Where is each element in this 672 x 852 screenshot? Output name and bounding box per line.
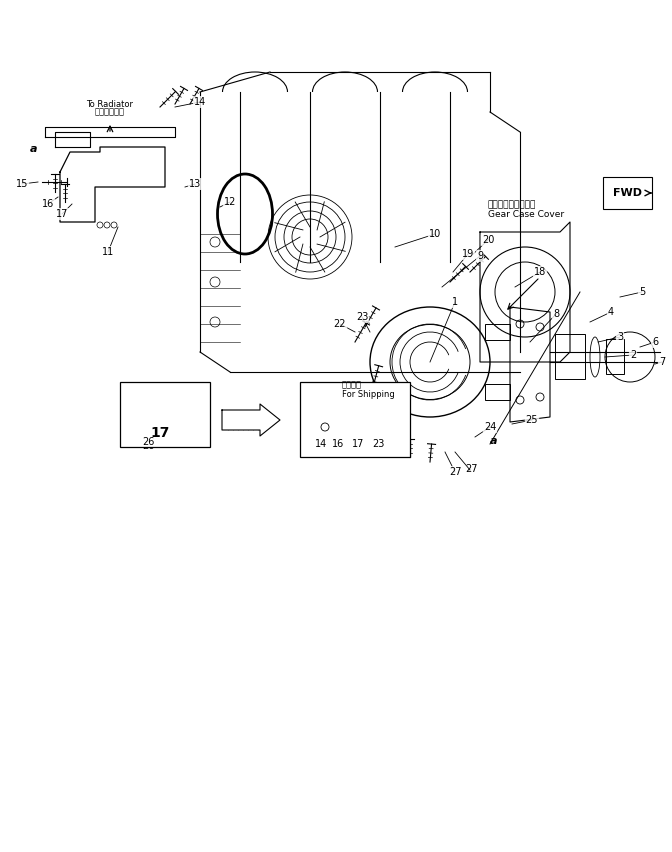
Text: 12: 12	[224, 197, 236, 207]
Text: 17: 17	[56, 209, 68, 219]
Text: 5: 5	[639, 287, 645, 297]
Text: 19: 19	[462, 249, 474, 259]
Text: 6: 6	[652, 337, 658, 347]
Text: a: a	[490, 436, 497, 446]
Text: 27: 27	[466, 464, 478, 474]
Polygon shape	[60, 147, 165, 222]
Text: ラジエータへ: ラジエータへ	[95, 107, 125, 116]
Text: To Radiator: To Radiator	[87, 100, 134, 109]
Text: 20: 20	[482, 235, 494, 245]
Text: 14: 14	[315, 439, 327, 449]
Text: 15: 15	[16, 179, 28, 189]
Text: 1: 1	[452, 297, 458, 307]
Text: 25: 25	[526, 415, 538, 425]
Text: 23: 23	[372, 439, 384, 449]
Text: 24: 24	[484, 422, 496, 432]
Text: 27: 27	[449, 467, 461, 477]
Text: ギヤーケースカバー: ギヤーケースカバー	[488, 200, 536, 209]
Text: 14: 14	[194, 97, 206, 107]
Text: 8: 8	[553, 309, 559, 319]
Text: 22: 22	[334, 319, 346, 329]
FancyBboxPatch shape	[603, 177, 652, 209]
Bar	[555, 334, 585, 379]
Text: 3: 3	[617, 332, 623, 342]
Text: 运挙部品: 运挙部品	[342, 380, 362, 389]
Text: 26: 26	[142, 437, 154, 447]
Text: 17: 17	[352, 439, 364, 449]
Text: 18: 18	[534, 267, 546, 277]
Polygon shape	[222, 404, 280, 436]
Text: 2: 2	[630, 350, 636, 360]
Text: 11: 11	[102, 247, 114, 257]
Text: FWD: FWD	[614, 188, 642, 198]
Bar	[485, 384, 510, 400]
Text: For Shipping: For Shipping	[342, 390, 394, 399]
Text: 16: 16	[332, 439, 344, 449]
Text: 23: 23	[355, 312, 368, 322]
Text: 7: 7	[659, 357, 665, 367]
Text: 9: 9	[477, 251, 483, 261]
Text: 4: 4	[608, 307, 614, 317]
Text: 26: 26	[142, 441, 154, 451]
Bar	[120, 382, 210, 447]
Text: 13: 13	[189, 179, 201, 189]
Text: 17: 17	[151, 426, 170, 440]
Bar	[606, 339, 624, 374]
Text: 21: 21	[374, 429, 386, 439]
Text: 10: 10	[429, 229, 441, 239]
Text: a: a	[30, 144, 38, 154]
Text: 16: 16	[42, 199, 54, 209]
Bar	[485, 324, 510, 340]
Text: Gear Case Cover: Gear Case Cover	[488, 210, 564, 219]
Bar	[300, 382, 410, 457]
